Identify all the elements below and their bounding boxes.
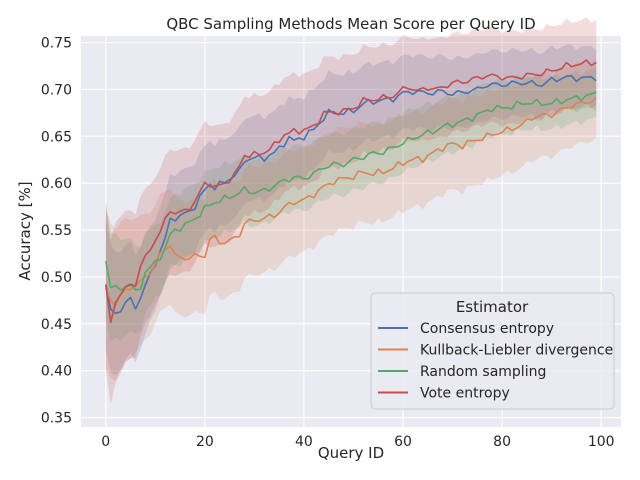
y-axis-label: Accuracy [%] [16,181,34,280]
y-tick-label: 0.65 [41,129,72,145]
grid [81,36,621,427]
y-tick-label: 0.45 [41,317,72,333]
x-tick-label: 20 [196,434,214,450]
legend: Estimator Consensus entropy Kullback-Lieb… [370,292,615,410]
series-line [104,91,597,292]
x-tick-label: 80 [493,434,511,450]
series-line [105,97,597,307]
series-line [104,74,597,315]
x-tick-label: 0 [101,434,110,450]
confidence-band [105,67,597,342]
legend-entry: Random sampling [420,364,546,380]
y-axis-ticks: 0.35 0.40 0.45 0.50 0.55 0.60 0.65 0.70 0.75 [41,36,72,427]
y-tick-label: 0.70 [41,82,72,98]
chart-title: QBC Sampling Methods Mean Score per Quer… [166,15,535,33]
x-axis-ticks: 0 20 40 60 80 100 [101,434,614,450]
legend-entry: Kullback-Liebler divergence [420,343,613,359]
series-lines [104,59,597,324]
y-tick-label: 0.55 [41,223,72,239]
series-line [104,59,597,324]
y-tick-label: 0.60 [41,176,72,192]
y-tick-label: 0.75 [41,36,72,52]
y-tick-label: 0.40 [41,364,72,380]
legend-box [370,292,615,410]
y-tick-label: 0.50 [41,270,72,286]
legend-items: Consensus entropy Kullback-Liebler diverg… [378,321,613,402]
confidence-band [105,58,597,381]
x-tick-label: 40 [295,434,313,450]
legend-entry: Consensus entropy [420,321,554,337]
x-tick-label: 60 [394,434,412,450]
legend-entry: Vote entropy [420,386,510,402]
legend-title: Estimator [456,298,529,316]
x-tick-label: 100 [588,434,615,450]
y-tick-label: 0.35 [41,411,72,427]
x-axis-label: Query ID [318,444,384,462]
confidence-band [105,16,597,405]
